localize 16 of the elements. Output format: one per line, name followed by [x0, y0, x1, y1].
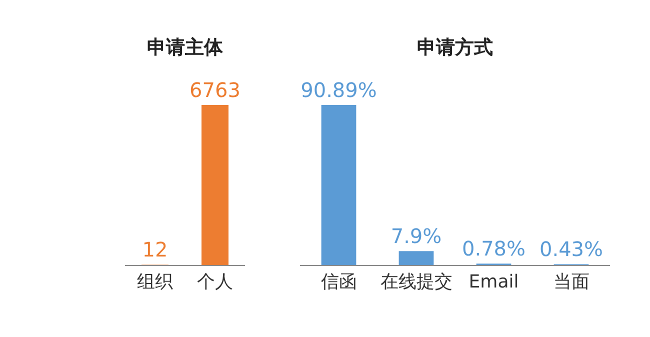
chart-title: 申请主体: [147, 36, 224, 59]
x-tick-label: Email: [468, 272, 519, 293]
x-tick-label: 信函: [320, 272, 357, 293]
bar: [321, 105, 356, 265]
bar: [398, 251, 434, 265]
data-label: 12: [142, 238, 168, 262]
x-tick-label: 组织: [137, 272, 173, 293]
data-label: 0.78%: [462, 236, 526, 261]
x-tick-label: 当面: [553, 272, 590, 293]
chart-title: 申请方式: [417, 36, 493, 59]
x-tick-label: 在线提交: [380, 272, 452, 293]
data-label: 7.9%: [390, 224, 442, 248]
data-label: 6763: [190, 78, 240, 102]
data-label: 0.43%: [539, 237, 604, 262]
x-tick-label: 个人: [197, 272, 233, 293]
data-label: 90.89%: [300, 78, 377, 102]
